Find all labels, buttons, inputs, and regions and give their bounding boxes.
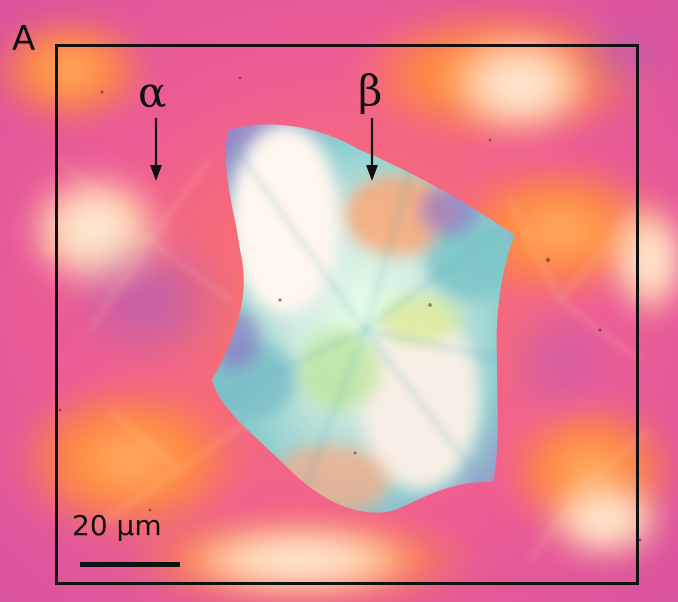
alpha-phase-label: α	[138, 68, 167, 117]
scale-bar-label: 20 µm	[72, 509, 162, 542]
scale-bar	[80, 562, 180, 567]
region-box	[55, 44, 639, 585]
beta-phase-label: β	[358, 66, 383, 115]
panel-letter: A	[12, 19, 36, 59]
beta-arrow	[366, 118, 378, 181]
alpha-arrow	[150, 118, 162, 181]
